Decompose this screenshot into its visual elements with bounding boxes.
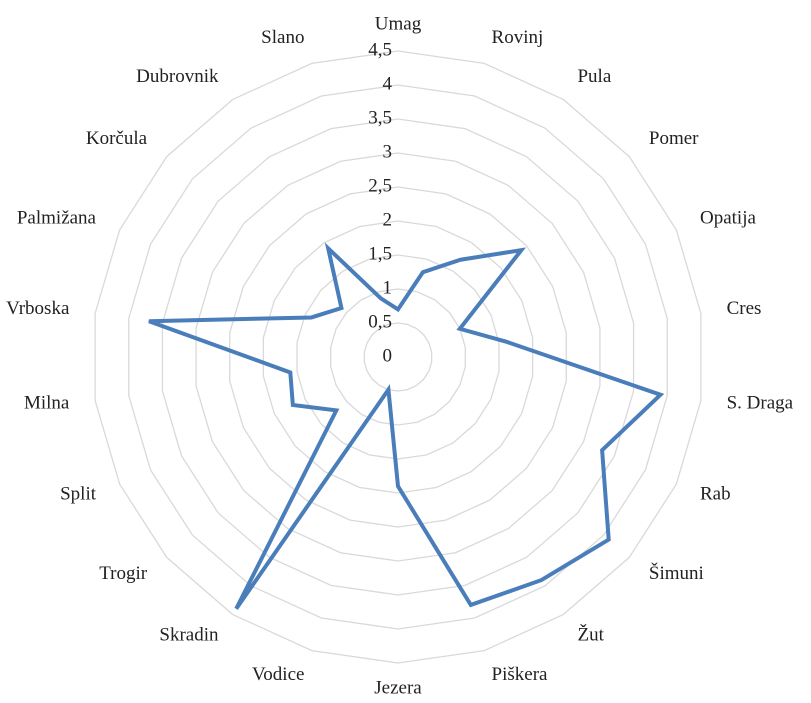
category-label: Milna bbox=[24, 393, 70, 414]
category-label: Šimuni bbox=[649, 562, 704, 584]
category-label: Žut bbox=[577, 624, 604, 646]
category-label: Umag bbox=[375, 13, 422, 34]
grid-ring bbox=[330, 288, 466, 426]
grid-ring bbox=[195, 152, 601, 562]
tick-label: 1 bbox=[383, 277, 393, 298]
series-line bbox=[148, 242, 665, 610]
category-label: Palmižana bbox=[17, 207, 97, 228]
category-label: Pomer bbox=[649, 128, 699, 149]
category-label: Slano bbox=[261, 27, 304, 48]
grid-ring bbox=[94, 50, 702, 664]
category-label: Korčula bbox=[86, 128, 148, 149]
grid-ring bbox=[262, 220, 534, 494]
category-label: Opatija bbox=[700, 207, 756, 228]
category-label: Rab bbox=[700, 483, 731, 504]
tick-label: 0 bbox=[383, 345, 393, 366]
category-label: S. Draga bbox=[727, 393, 794, 414]
category-label: Cres bbox=[727, 298, 762, 319]
tick-label: 3 bbox=[383, 141, 393, 162]
grid-ring bbox=[161, 118, 635, 596]
tick-label: 2,5 bbox=[368, 175, 392, 196]
grid-ring bbox=[296, 254, 500, 460]
tick-label: 3,5 bbox=[368, 107, 392, 128]
category-label: Piškera bbox=[492, 664, 549, 685]
tick-label: 4,5 bbox=[368, 39, 392, 60]
category-label: Vrboska bbox=[6, 298, 70, 319]
category-label: Rovinj bbox=[492, 27, 544, 48]
grid-ring bbox=[229, 186, 567, 528]
category-label: Vodice bbox=[252, 664, 304, 685]
grid-ring bbox=[128, 84, 668, 630]
category-label: Dubrovnik bbox=[136, 66, 219, 87]
tick-label: 2 bbox=[383, 209, 393, 230]
category-label: Split bbox=[60, 483, 97, 504]
category-label: Jezera bbox=[374, 677, 422, 698]
tick-label: 1,5 bbox=[368, 243, 392, 264]
category-label: Pula bbox=[577, 66, 611, 87]
grid-ring bbox=[363, 322, 433, 392]
category-label: Trogir bbox=[99, 563, 148, 584]
tick-label: 4 bbox=[383, 73, 393, 94]
category-label: Skradin bbox=[159, 625, 219, 646]
tick-label: 0,5 bbox=[368, 311, 392, 332]
